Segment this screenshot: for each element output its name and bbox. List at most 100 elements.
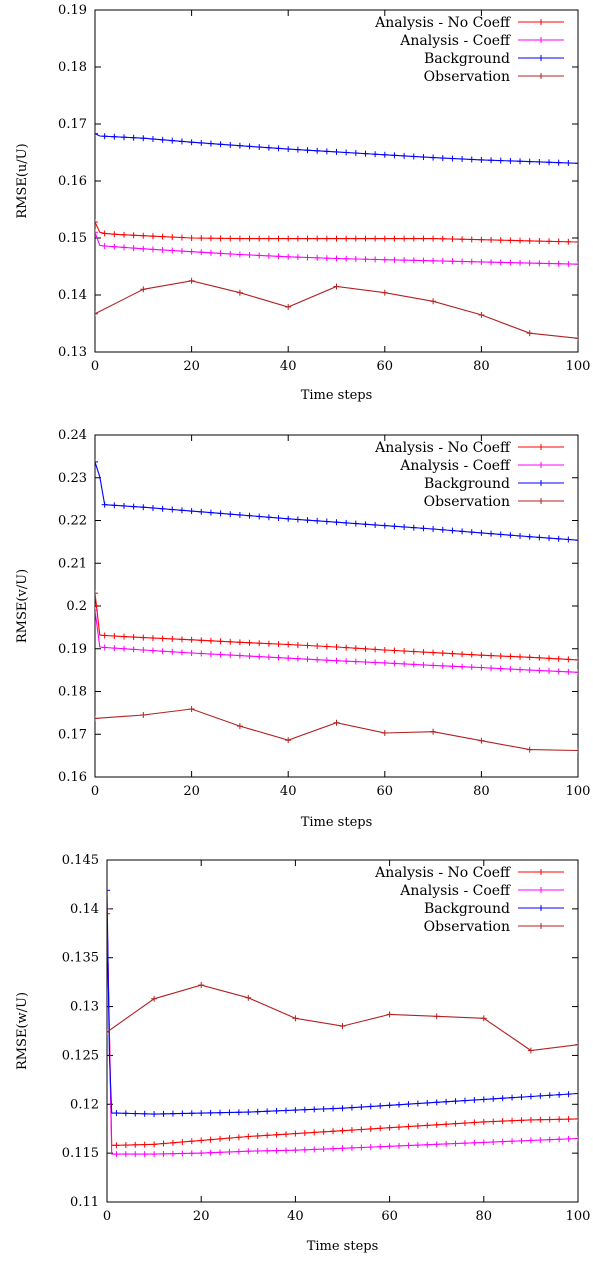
data-point	[430, 526, 437, 533]
data-point	[449, 155, 456, 162]
data-point	[264, 1132, 271, 1139]
data-point	[235, 1148, 242, 1155]
data-point	[518, 1137, 525, 1144]
data-point	[101, 632, 108, 639]
data-point	[449, 650, 456, 657]
data-point	[227, 511, 234, 518]
data-point	[396, 1142, 403, 1149]
data-point	[120, 633, 127, 640]
data-point	[245, 1148, 252, 1155]
data-point	[507, 157, 514, 164]
data-point	[285, 253, 292, 260]
data-point	[179, 1150, 186, 1157]
data-point	[367, 1125, 374, 1132]
y-tick-label: 0.22	[58, 514, 87, 529]
data-point	[149, 246, 156, 253]
data-point	[381, 729, 388, 736]
data-point	[333, 644, 340, 651]
data-point	[160, 1150, 167, 1157]
y-tick-label: 0.23	[58, 471, 87, 486]
data-point	[301, 1130, 308, 1137]
data-point	[459, 258, 466, 265]
x-axis-label: Time steps	[301, 815, 373, 830]
data-point	[160, 1110, 167, 1117]
data-point	[95, 607, 98, 614]
data-point	[517, 666, 524, 673]
data-point	[323, 643, 330, 650]
data-point	[294, 641, 301, 648]
data-point	[265, 252, 272, 259]
data-point	[527, 1116, 534, 1123]
y-tick-label: 0.115	[62, 1146, 99, 1161]
data-point	[420, 235, 427, 242]
data-point	[424, 1141, 431, 1148]
data-point	[401, 152, 408, 159]
data-point	[478, 236, 485, 243]
data-point	[339, 1105, 346, 1112]
data-point	[367, 1103, 374, 1110]
data-point	[323, 518, 330, 525]
data-point	[198, 1150, 205, 1157]
data-point	[130, 245, 137, 252]
legend: Analysis - No Coeff Analysis - Coeff Backg…	[374, 15, 564, 85]
data-point	[107, 1028, 110, 1035]
data-point	[246, 653, 253, 660]
series-3	[107, 887, 578, 1118]
data-point	[304, 656, 311, 663]
data-point	[391, 660, 398, 667]
data-point	[526, 330, 533, 337]
data-point	[188, 235, 195, 241]
data-point	[159, 136, 166, 143]
y-tick-label: 0.12	[70, 1097, 99, 1112]
legend-label: Analysis - Coeff	[399, 458, 511, 474]
data-point	[236, 142, 243, 149]
data-point	[130, 646, 137, 653]
data-point	[227, 250, 234, 257]
x-tick-label: 100	[566, 359, 591, 374]
y-tick-label: 0.18	[58, 60, 87, 75]
data-point	[323, 255, 330, 262]
x-tick-label: 20	[183, 359, 200, 374]
data-point	[546, 260, 553, 267]
data-point	[430, 257, 437, 264]
series-line	[107, 984, 578, 1052]
data-point	[169, 1110, 176, 1117]
series-1	[107, 910, 578, 1149]
data-point	[207, 637, 214, 644]
data-point	[471, 1096, 478, 1103]
data-point	[333, 283, 340, 290]
data-point	[488, 259, 495, 266]
data-point	[169, 506, 176, 513]
data-point	[468, 529, 475, 536]
data-point	[95, 219, 98, 226]
x-tick-label: 0	[103, 1209, 111, 1224]
legend-label: Analysis - No Coeff	[374, 440, 511, 456]
series-2	[95, 229, 578, 268]
data-point	[101, 133, 108, 140]
x-tick-label: 60	[381, 1209, 398, 1224]
data-point	[468, 651, 475, 658]
data-point	[198, 637, 205, 644]
data-point	[372, 235, 379, 242]
data-point	[178, 234, 185, 241]
data-point	[169, 1139, 176, 1146]
data-point	[478, 664, 485, 671]
data-point	[333, 148, 340, 155]
data-point	[480, 1015, 487, 1022]
data-point	[178, 138, 185, 145]
data-point	[461, 1140, 468, 1147]
legend-label: Observation	[424, 919, 510, 935]
data-point	[546, 1116, 553, 1123]
data-point	[362, 659, 369, 666]
data-point	[555, 260, 562, 267]
data-point	[471, 1139, 478, 1146]
data-point	[101, 230, 108, 237]
data-point	[414, 1100, 421, 1107]
data-point	[265, 144, 272, 151]
data-point	[207, 235, 214, 242]
data-point	[101, 644, 108, 651]
data-point	[159, 246, 166, 253]
data-point	[140, 504, 147, 511]
data-point	[330, 1145, 337, 1152]
data-point	[497, 157, 504, 164]
